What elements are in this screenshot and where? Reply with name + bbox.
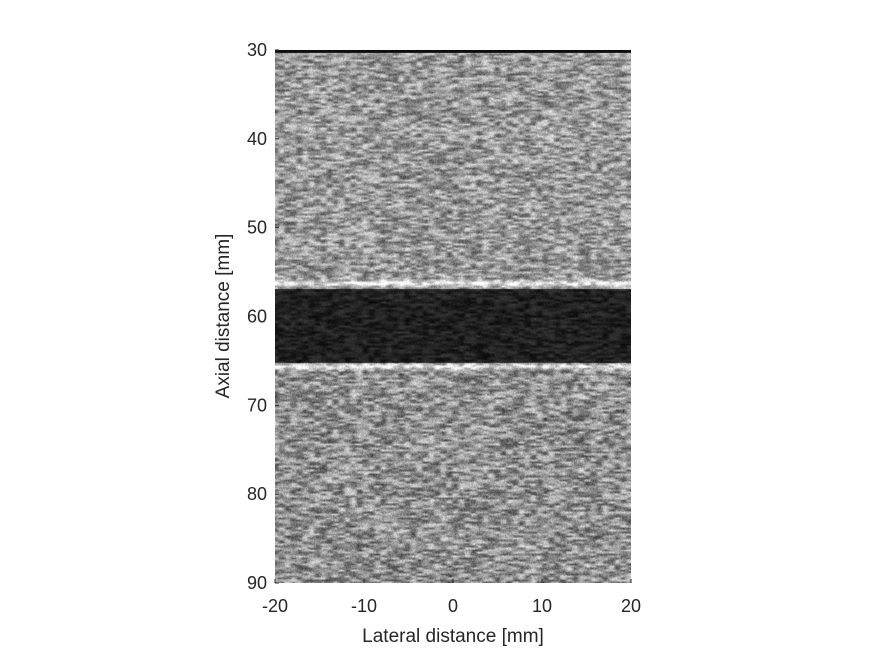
x-tick-label: -20 — [262, 596, 288, 616]
x-tick-label: 0 — [448, 596, 458, 616]
y-tick-label: 80 — [247, 484, 267, 504]
y-tick-label: 50 — [247, 218, 267, 238]
y-axis-label: Axial distance [mm] — [213, 234, 234, 399]
x-axis: -20 -10 0 10 20 — [262, 579, 641, 616]
x-tick-label: 20 — [621, 596, 641, 616]
x-tick-label: 10 — [532, 596, 552, 616]
y-tick-label: 40 — [247, 129, 267, 149]
y-tick-label: 30 — [247, 40, 267, 60]
bmode-image — [275, 50, 631, 583]
x-tick-label: -10 — [351, 596, 377, 616]
y-tick-label: 70 — [247, 395, 267, 415]
plot-area — [275, 50, 631, 583]
x-axis-label: Lateral distance [mm] — [362, 626, 544, 647]
y-tick-label: 90 — [247, 573, 267, 593]
y-tick-label: 60 — [247, 307, 267, 327]
y-axis: 30 40 50 60 70 80 90 — [247, 40, 279, 593]
